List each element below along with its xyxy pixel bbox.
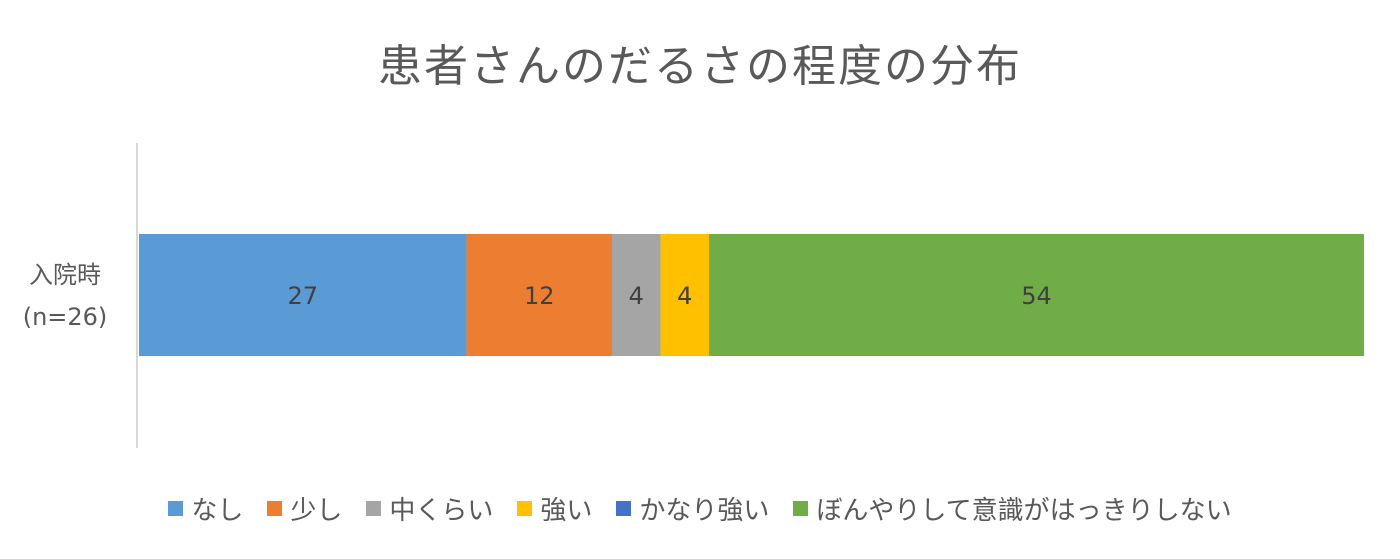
- category-label-line-1: 入院時: [29, 261, 101, 289]
- legend-item-series-3: 強い: [517, 490, 592, 527]
- legend-item-series-1: 少し: [267, 490, 342, 527]
- legend-swatch-series-5: [793, 501, 809, 516]
- legend-swatch-series-4: [616, 501, 632, 516]
- bar-data-label-series-5: 54: [1021, 282, 1052, 310]
- bar-segment-series-1: [466, 234, 613, 356]
- legend-label-series-4: かなり強い: [639, 496, 770, 526]
- legend-label-series-5: ぼんやりして意識がはっきりしない: [816, 496, 1232, 526]
- legend-item-series-4: かなり強い: [616, 490, 769, 527]
- legend-swatch-series-0: [168, 501, 184, 516]
- bar-group: [139, 234, 1364, 356]
- legend-swatch-series-3: [517, 501, 533, 516]
- plot-area: 27 12 4 4 54: [136, 143, 1364, 448]
- legend-item-series-5: ぼんやりして意識がはっきりしない: [793, 490, 1232, 527]
- bar-data-label-series-1: 12: [524, 282, 555, 310]
- legend-label-series-2: 中くらい: [389, 496, 494, 526]
- legend-label-series-3: 強い: [540, 496, 593, 526]
- chart-title: 患者さんのだるさの程度の分布: [378, 41, 1022, 92]
- legend-swatch-series-2: [366, 501, 382, 516]
- bar-data-label-series-0: 27: [287, 282, 318, 310]
- legend: なし 少し 中くらい 強い かなり強い ぼんやりして意識がはっきりしない: [0, 490, 1400, 527]
- bar-segment-series-3: [660, 234, 710, 356]
- category-label-line-2: (n=26): [22, 303, 108, 331]
- bar-data-label-series-2: 4: [629, 282, 644, 310]
- legend-item-series-2: 中くらい: [366, 490, 493, 527]
- legend-label-series-0: なし: [191, 496, 244, 526]
- bar-segment-series-5: [709, 234, 1364, 356]
- legend-item-series-0: なし: [168, 490, 243, 527]
- bar-data-label-series-3: 4: [677, 282, 692, 310]
- bar-segment-series-0: [139, 234, 467, 356]
- bar-segment-series-2: [612, 234, 661, 356]
- legend-label-series-1: 少し: [290, 496, 343, 526]
- bar-label-group: 27 12 4 4 54: [287, 282, 1051, 310]
- legend-swatch-series-1: [267, 501, 283, 516]
